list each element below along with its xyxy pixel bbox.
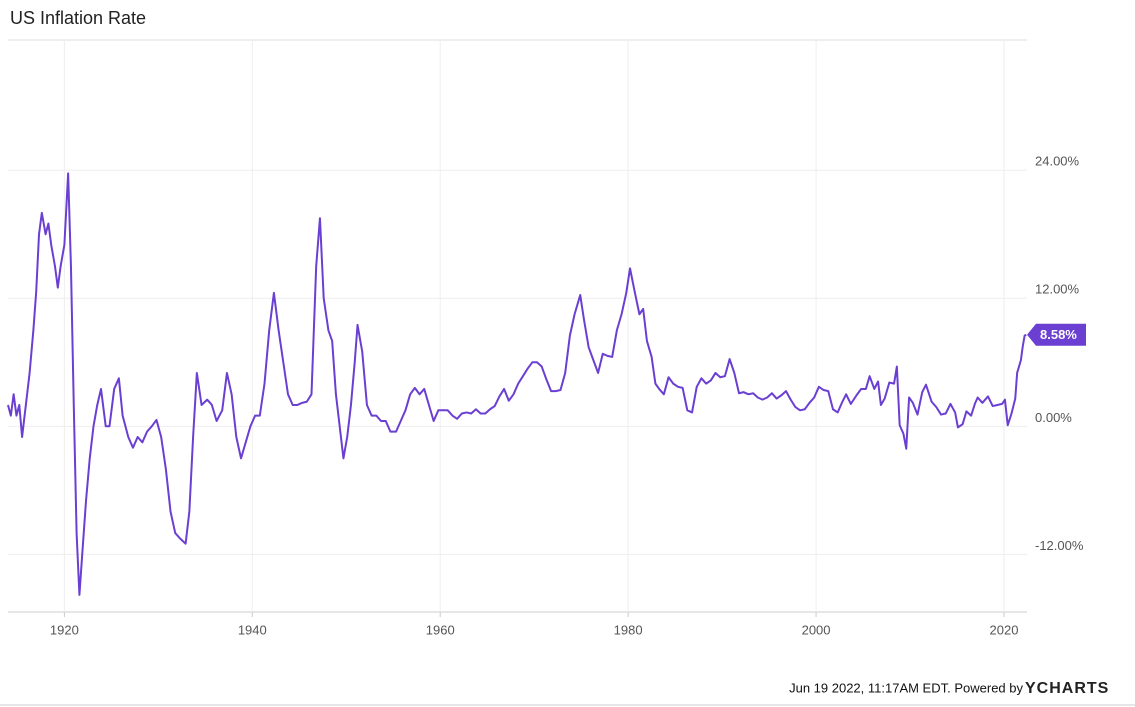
last-value-label: 8.58% (1040, 327, 1077, 342)
x-tick-label: 1940 (238, 622, 267, 637)
y-tick-label: -12.00% (1035, 538, 1084, 553)
footer: Jun 19 2022, 11:17AM EDT. Powered by (789, 680, 1023, 695)
chart-title: US Inflation Rate (10, 8, 146, 28)
x-tick-label: 2000 (802, 622, 831, 637)
grid: 1920 1940 1960 1980 2000 2020 -12.00% 0.00% 12.0… (8, 40, 1084, 637)
x-tick-label: 1960 (426, 622, 455, 637)
line-series (7, 172, 1027, 596)
x-tick-label: 2020 (990, 622, 1019, 637)
y-tick-label: 12.00% (1035, 282, 1080, 297)
plot: 8.58% (7, 172, 1086, 596)
brand: YCHARTS (1025, 680, 1109, 697)
x-tick-label: 1920 (50, 622, 79, 637)
last-value-badge (1027, 323, 1086, 346)
x-tick-label: 1980 (614, 622, 643, 637)
y-tick-label: 24.00% (1035, 154, 1080, 169)
y-tick-label: 0.00% (1035, 410, 1072, 425)
